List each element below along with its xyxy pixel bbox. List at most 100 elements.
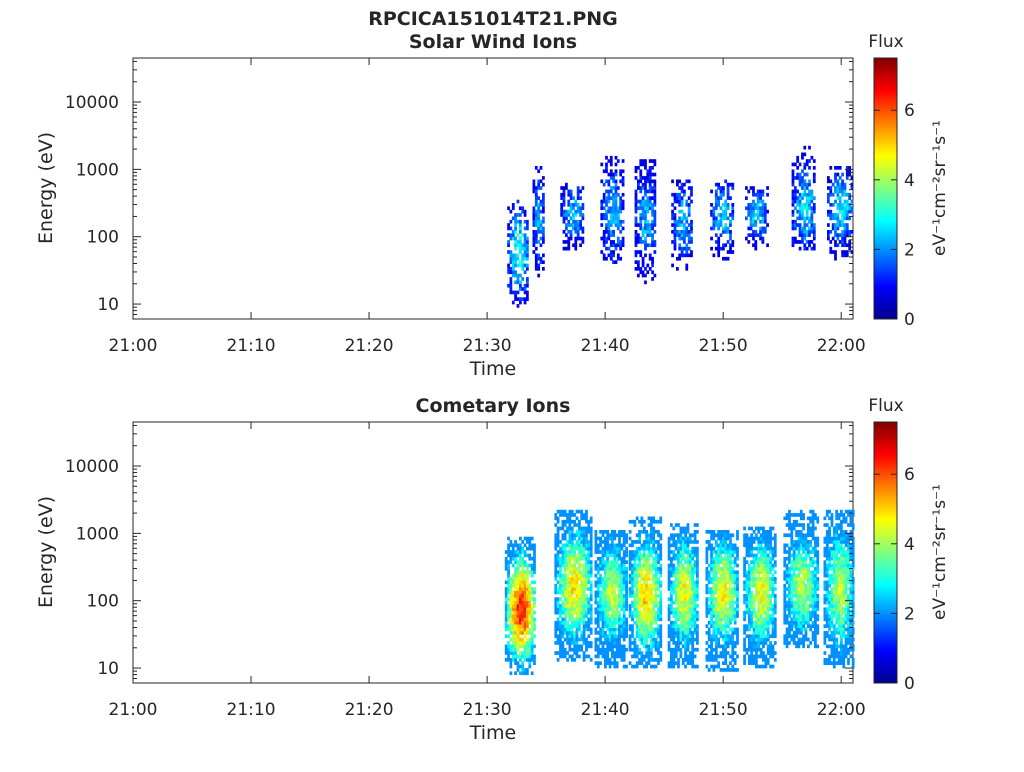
spectrogram-cell	[799, 230, 802, 234]
spectrogram-cell	[623, 634, 626, 638]
spectrogram-cell	[510, 267, 513, 271]
spectrogram-cell	[713, 550, 716, 554]
spectrogram-cell	[677, 661, 680, 665]
spectrogram-cell	[790, 554, 793, 558]
spectrogram-cell	[724, 530, 727, 534]
spectrogram-cell	[720, 213, 723, 217]
spectrogram-cell	[514, 648, 517, 652]
spectrogram-cell	[652, 581, 655, 585]
spectrogram-cell	[521, 277, 524, 281]
spectrogram-cell	[774, 624, 777, 628]
spectrogram-cell	[788, 517, 791, 521]
spectrogram-cell	[757, 210, 760, 214]
spectrogram-cell	[715, 193, 718, 197]
spectrogram-cell	[528, 594, 531, 598]
spectrogram-cell	[727, 577, 730, 581]
spectrogram-cell	[613, 614, 616, 618]
spectrogram-cell	[727, 597, 730, 601]
spectrogram-cell	[757, 570, 760, 574]
spectrogram-cell	[602, 611, 605, 615]
spectrogram-cell	[793, 607, 796, 611]
spectrogram-cell	[659, 567, 662, 571]
spectrogram-cell	[571, 594, 574, 598]
spectrogram-cell	[638, 533, 641, 537]
spectrogram-cell	[641, 658, 644, 662]
spectrogram-cell	[659, 537, 662, 541]
spectrogram-cell	[813, 230, 816, 234]
spectrogram-cell	[623, 584, 626, 588]
spectrogram-cell	[526, 631, 529, 635]
spectrogram-cell	[559, 527, 562, 531]
spectrogram-cell	[762, 597, 765, 601]
spectrogram-cell	[574, 220, 577, 224]
spectrogram-cell	[839, 203, 842, 207]
spectrogram-cell	[517, 584, 520, 588]
spectrogram-cell	[765, 550, 768, 554]
spectrogram-cell	[590, 570, 593, 574]
spectrogram-cell	[767, 661, 770, 665]
spectrogram-cell	[724, 227, 727, 231]
spectrogram-cell	[668, 618, 671, 622]
spectrogram-cell	[746, 547, 749, 551]
spectrogram-cell	[569, 645, 572, 649]
spectrogram-cell	[595, 533, 598, 537]
spectrogram-cell	[526, 243, 529, 247]
spectrogram-cell	[643, 577, 646, 581]
spectrogram-cell	[613, 564, 616, 568]
spectrogram-cell	[652, 631, 655, 635]
spectrogram-cell	[655, 574, 658, 578]
spectrogram-cell	[571, 520, 574, 524]
spectrogram-cell	[605, 169, 608, 173]
spectrogram-cell	[608, 227, 611, 231]
spectrogram-cell	[519, 230, 522, 234]
spectrogram-cell	[559, 591, 562, 595]
spectrogram-cell	[687, 645, 690, 649]
spectrogram-cell	[565, 247, 568, 251]
spectrogram-cell	[713, 591, 716, 595]
spectrogram-cell	[514, 671, 517, 675]
spectrogram-cell	[750, 540, 753, 544]
spectrogram-cell	[649, 223, 652, 227]
spectrogram-cell	[580, 547, 583, 551]
spectrogram-cell	[677, 618, 680, 622]
spectrogram-cell	[796, 156, 799, 160]
spectrogram-cell	[684, 591, 687, 595]
spectrogram-cell	[505, 628, 508, 632]
spectrogram-cell	[644, 193, 647, 197]
spectrogram-cell	[569, 607, 572, 611]
spectrogram-cell	[648, 597, 651, 601]
spectrogram-cell	[635, 250, 638, 254]
spectrogram-cell	[803, 217, 806, 221]
spectrogram-cell	[557, 658, 560, 662]
spectrogram-cell	[557, 601, 560, 605]
spectrogram-cell	[507, 655, 510, 659]
spectrogram-cell	[595, 597, 598, 601]
spectrogram-cell	[774, 540, 777, 544]
spectrogram-cell	[736, 614, 739, 618]
spectrogram-cell	[813, 166, 816, 170]
spectrogram-cell	[720, 550, 723, 554]
spectrogram-cell	[839, 186, 842, 190]
spectrogram-cell	[602, 577, 605, 581]
spectrogram-cell	[533, 661, 536, 665]
spectrogram-cell	[559, 651, 562, 655]
spectrogram-cell	[636, 540, 639, 544]
spectrogram-cell	[796, 210, 799, 214]
spectrogram-cell	[650, 523, 653, 527]
spectrogram-cell	[755, 618, 758, 622]
spectrogram-cell	[670, 658, 673, 662]
spectrogram-cell	[734, 661, 737, 665]
spectrogram-cell	[727, 634, 730, 638]
spectrogram-cell	[757, 196, 760, 200]
spectrogram-cell	[597, 621, 600, 625]
spectrogram-cell	[654, 274, 657, 278]
x-tick-label: 21:20	[345, 336, 394, 356]
spectrogram-cell	[681, 220, 684, 224]
spectrogram-cell	[720, 594, 723, 598]
spectrogram-cell	[519, 281, 522, 285]
spectrogram-cell	[641, 634, 644, 638]
spectrogram-cell	[790, 584, 793, 588]
spectrogram-cell	[713, 227, 716, 231]
spectrogram-cell	[528, 614, 531, 618]
